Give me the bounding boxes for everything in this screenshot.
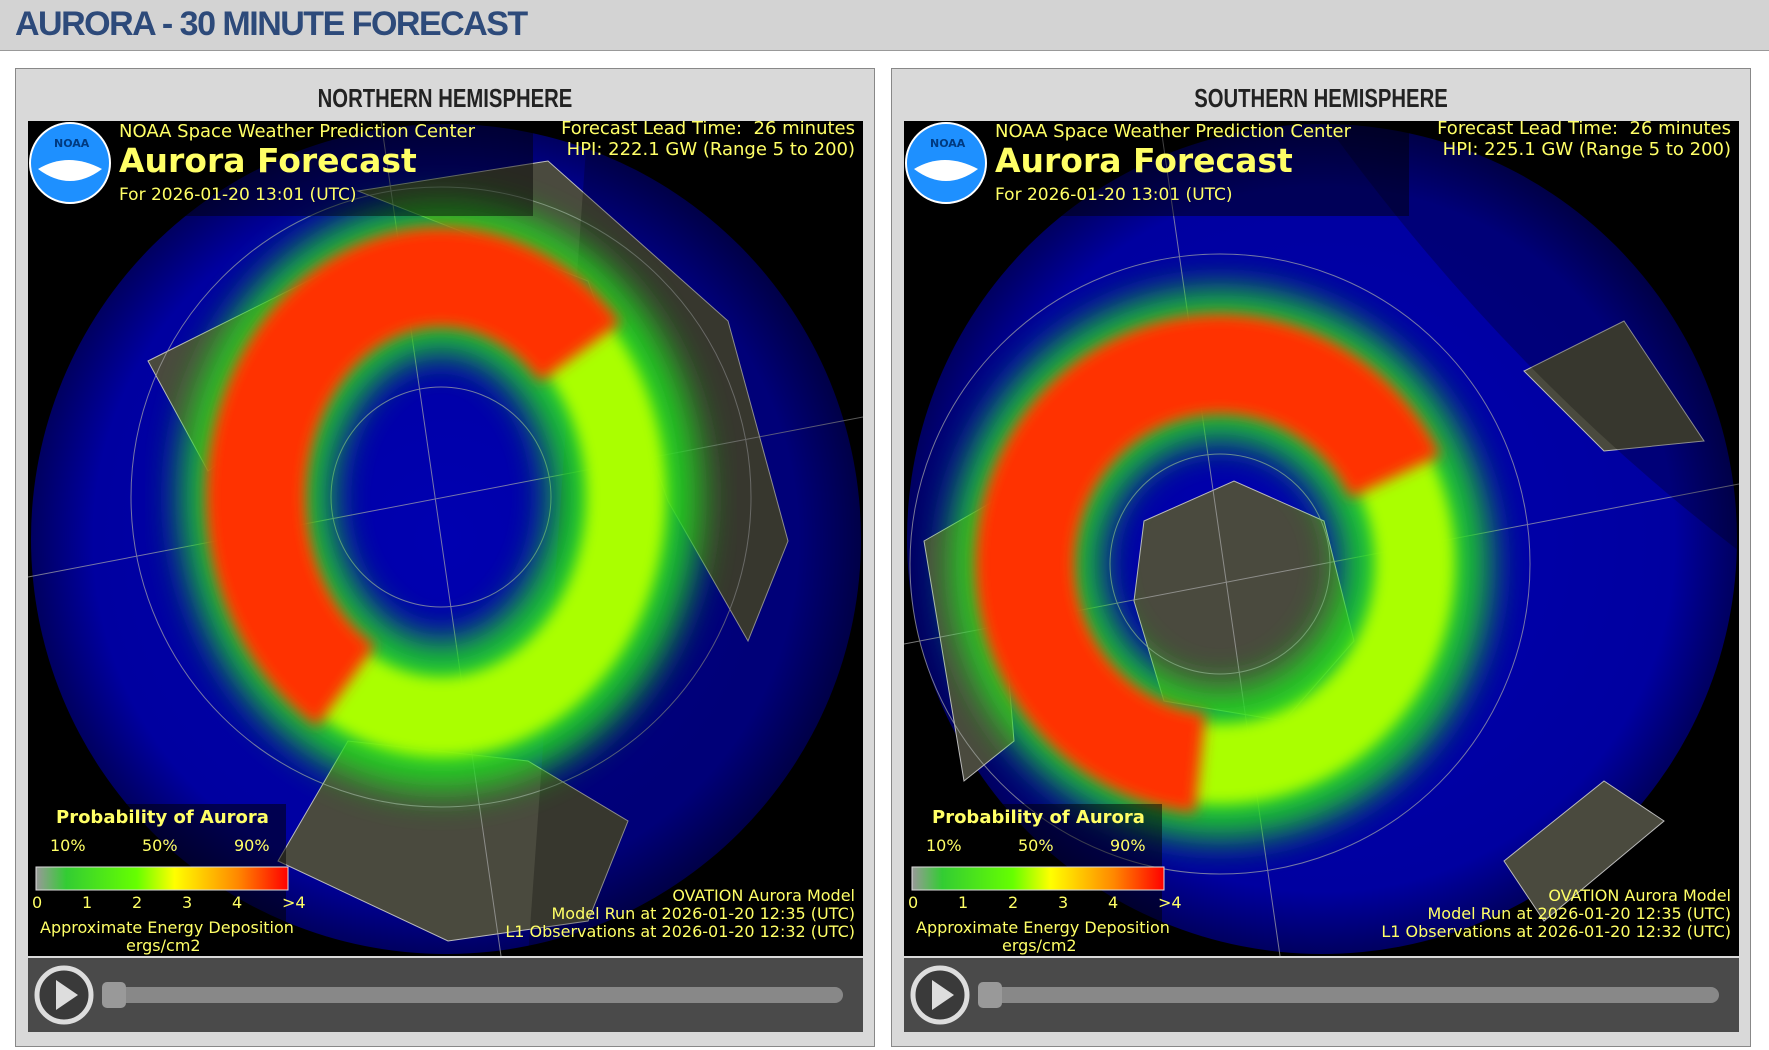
valid-time: For 2026-01-20 13:01 (UTC)	[119, 185, 357, 205]
slider-thumb[interactable]	[978, 982, 1002, 1008]
legend-caption: Approximate Energy Deposition	[916, 918, 1170, 937]
legend-energy: 4	[1108, 893, 1118, 912]
info-box	[28, 121, 533, 216]
legend-energy: 2	[132, 893, 142, 912]
slider-thumb[interactable]	[102, 982, 126, 1008]
legend-energy: 1	[958, 893, 968, 912]
legend-units: ergs/cm2	[126, 936, 201, 955]
hemisphere-panel: NORTHERN HEMISPHERE NOAA NOAA Space Weat…	[15, 68, 875, 1047]
model-run: Model Run at 2026-01-20 12:35 (UTC)	[1427, 904, 1731, 923]
observations: L1 Observations at 2026-01-20 12:32 (UTC…	[1381, 922, 1731, 941]
product: Aurora Forecast	[119, 141, 417, 180]
page-title: AURORA - 30 MINUTE FORECAST	[15, 5, 528, 43]
legend-percent: 90%	[234, 836, 270, 855]
land	[1523, 320, 1705, 452]
legend-units: ergs/cm2	[1002, 936, 1077, 955]
legend-energy: 4	[232, 893, 242, 912]
source: NOAA Space Weather Prediction Center	[995, 121, 1352, 142]
legend-energy: 1	[82, 893, 92, 912]
legend-energy: 3	[1058, 893, 1068, 912]
logo-bird	[38, 160, 102, 181]
aurora-core	[206, 227, 676, 767]
aurora-map: NOAA NOAA Space Weather Prediction Cente…	[904, 121, 1739, 956]
model: OVATION Aurora Model	[672, 886, 855, 905]
valid-time: For 2026-01-20 13:01 (UTC)	[995, 185, 1233, 205]
hemisphere-panel: SOUTHERN HEMISPHERE NOAA NOAA Space Weat…	[891, 68, 1751, 1047]
legend-percent: 10%	[926, 836, 962, 855]
header: AURORA - 30 MINUTE FORECAST	[0, 0, 1769, 51]
play-button[interactable]	[34, 965, 94, 1025]
model-run: Model Run at 2026-01-20 12:35 (UTC)	[551, 904, 855, 923]
legend-energy: >4	[1158, 893, 1182, 912]
legend-percent: 50%	[142, 836, 178, 855]
slider-track[interactable]	[980, 987, 1719, 1003]
lead-time: Forecast Lead Time: 26 minutes	[561, 121, 855, 139]
legend-energy: 3	[182, 893, 192, 912]
legend-title: Probability of Aurora	[56, 807, 269, 828]
aurora-map: NOAA NOAA Space Weather Prediction Cente…	[28, 121, 863, 956]
logo-text: NOAA	[930, 137, 966, 150]
observations: L1 Observations at 2026-01-20 12:32 (UTC…	[505, 922, 855, 941]
legend-percent: 90%	[1110, 836, 1146, 855]
panel-title: SOUTHERN HEMISPHERE	[1194, 83, 1448, 113]
info-box	[904, 121, 1409, 216]
animation-controls	[904, 958, 1739, 1032]
model: OVATION Aurora Model	[1548, 886, 1731, 905]
controls-svg	[34, 965, 843, 1025]
legend-percent: 50%	[1018, 836, 1054, 855]
legend-energy: >4	[282, 893, 306, 912]
logo-bird	[914, 160, 978, 181]
hpi: HPI: 225.1 GW (Range 5 to 200)	[1443, 139, 1731, 160]
legend-bar	[911, 866, 1165, 891]
night-shade	[1324, 121, 1739, 551]
hpi: HPI: 222.1 GW (Range 5 to 200)	[567, 139, 855, 160]
aurora-core	[975, 314, 1465, 814]
legend-energy: 2	[1008, 893, 1018, 912]
slider-track[interactable]	[104, 987, 843, 1003]
panel-title: NORTHERN HEMISPHERE	[317, 83, 573, 113]
logo-text: NOAA	[54, 137, 90, 150]
animation-controls	[28, 958, 863, 1032]
controls-svg	[910, 965, 1719, 1025]
lead-time: Forecast Lead Time: 26 minutes	[1437, 121, 1731, 139]
legend-energy: 0	[908, 893, 918, 912]
product: Aurora Forecast	[995, 141, 1293, 180]
legend-energy: 0	[32, 893, 42, 912]
play-button[interactable]	[910, 965, 970, 1025]
legend-title: Probability of Aurora	[932, 807, 1145, 828]
legend-caption: Approximate Energy Deposition	[40, 918, 294, 937]
source: NOAA Space Weather Prediction Center	[119, 121, 476, 142]
legend-percent: 10%	[50, 836, 86, 855]
land	[1503, 780, 1665, 922]
legend-bar	[35, 866, 289, 891]
